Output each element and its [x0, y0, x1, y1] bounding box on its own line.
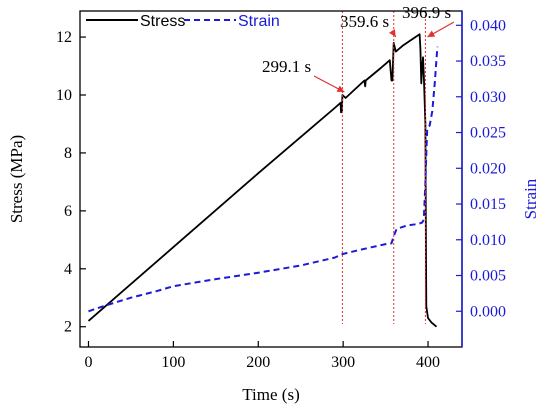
x-tick-label: 300: [331, 354, 355, 371]
y2-tick-label: 0.040: [470, 17, 506, 34]
annotation-layer: 299.1 s 359.6 s 396.9 s: [262, 3, 455, 324]
legend-label-stress: Stress: [140, 13, 185, 30]
annotation-arrowhead: [389, 29, 396, 37]
series-line-strain: [88, 46, 439, 313]
y2-tick-label: 0.025: [470, 125, 506, 142]
series-line-stress: [87, 33, 438, 328]
y2-tick-label: 0.005: [470, 268, 506, 285]
y2-tick-label: 0.020: [470, 160, 506, 177]
x-tick-label: 400: [416, 354, 440, 371]
series-layer: [87, 33, 439, 328]
y2-tick-label: 0.035: [470, 53, 506, 70]
x-tick-label: 100: [161, 354, 185, 371]
annotation-label: 359.6 s: [340, 12, 389, 31]
y-tick-label: 6: [64, 203, 72, 220]
annotation-arrowhead: [336, 85, 345, 92]
y-tick-label: 8: [64, 145, 72, 162]
legend: Stress Strain: [86, 13, 280, 30]
annotation-label: 299.1 s: [262, 57, 311, 76]
y2-tick-label: 0.015: [470, 196, 506, 213]
legend-label-strain: Strain: [238, 13, 280, 30]
y-tick-label: 4: [64, 261, 72, 278]
x-tick-label: 0: [84, 354, 92, 371]
y-tick-label: 12: [56, 29, 72, 46]
y-tick-label: 2: [64, 319, 72, 336]
x-axis-title: Time (s): [242, 385, 299, 404]
y2-tick-label: 0.010: [470, 232, 506, 249]
y-tick-label: 10: [56, 87, 72, 104]
y2-axis-title: Strain: [521, 178, 540, 219]
annotation-arrowhead: [427, 30, 436, 37]
x-tick-label: 200: [246, 354, 270, 371]
y2-tick-label: 0.000: [470, 303, 506, 320]
y2-tick-label: 0.030: [470, 89, 506, 106]
y-axis-title: Stress (MPa): [7, 135, 26, 223]
ticks-layer: 0 100 200 300 400 2 4 6 8 10 12 0.000 0.005 0.010 0.01…: [56, 11, 506, 371]
annotation-label: 396.9 s: [402, 3, 451, 22]
